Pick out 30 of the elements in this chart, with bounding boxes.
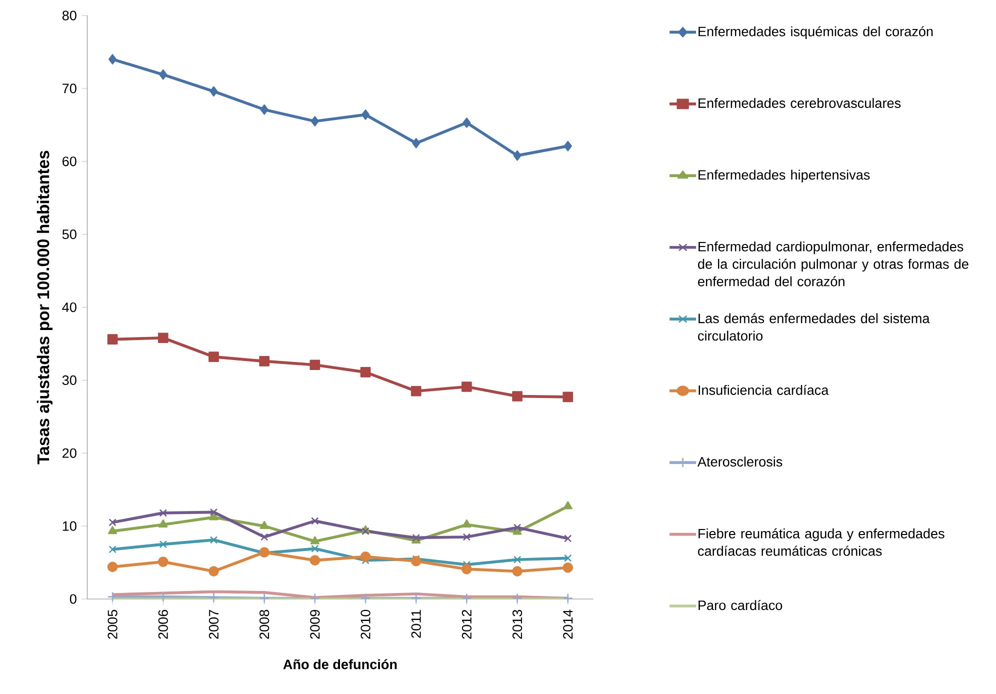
y-tick-label: 10 — [62, 521, 76, 531]
x-tick-label: 2006 — [158, 610, 168, 639]
x-tick-label: 2009 — [310, 610, 320, 639]
legend-label: Aterosclerosis — [697, 456, 782, 467]
legend-label: Enfermedades cerebrovasculares — [698, 98, 901, 108]
legend-label: Fiebre reumática aguda y enfermedades cardíacas reumáticas crónicas — [698, 528, 944, 556]
legend-label: Insuficiencia cardíaca — [698, 384, 829, 395]
y-tick-label: 20 — [62, 448, 76, 458]
y-tick-label: 40 — [62, 302, 76, 312]
y-axis-title: Tasas ajustadas por 100.000 habitantes — [36, 150, 53, 464]
y-tick-label: 60 — [62, 156, 76, 166]
y-tick-label: 80 — [62, 10, 76, 20]
y-tick-label: 50 — [62, 230, 76, 240]
legend-label: Enfermedades isquémicas del corazón — [698, 26, 933, 40]
x-tick-label: 2007 — [208, 610, 219, 639]
x-tick-label: 2008 — [260, 610, 270, 639]
x-axis-title: Año de defunción — [283, 659, 397, 670]
legend-label: Enfermedades hipertensivas — [698, 170, 870, 182]
legend-label: Paro cardíaco — [698, 600, 782, 610]
x-tick-label: 2005 — [108, 610, 118, 639]
legend-label: Enfermedad cardiopulmonar, enfermedades de la circulación pulmonar y otras formas de enfermedad del corazón — [698, 241, 968, 286]
x-tick-label: 2011 — [411, 610, 421, 638]
x-tick-label: 2013 — [512, 610, 522, 639]
y-tick-label: 70 — [62, 84, 76, 94]
legend-label: Las demás enfermedades del sistema circulatorio — [698, 313, 930, 341]
x-tick-label: 2012 — [462, 610, 472, 639]
x-tick-label: 2014 — [563, 610, 573, 639]
y-tick-label: 30 — [62, 375, 76, 385]
x-tick-label: 2010 — [360, 610, 370, 639]
y-tick-label: 0 — [70, 594, 76, 604]
